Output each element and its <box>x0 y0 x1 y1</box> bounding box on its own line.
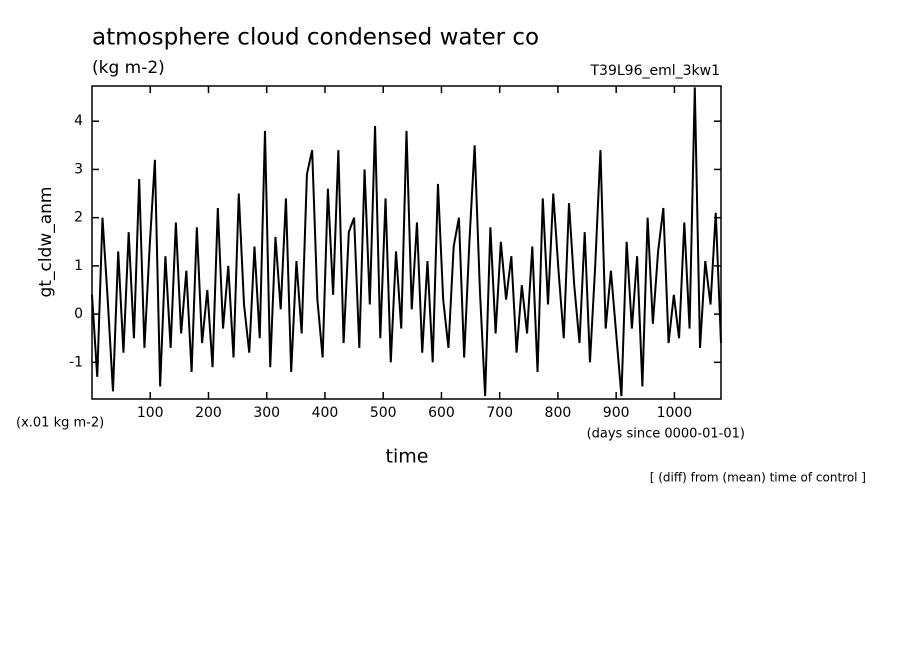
chart-subtitle: (kg m-2) <box>92 58 165 78</box>
x-tick-label: 1000 <box>657 405 693 421</box>
y-tick-label: 4 <box>74 113 83 129</box>
y-tick-label: 1 <box>74 258 83 274</box>
x-tick-label: 400 <box>312 405 339 421</box>
x-unit-label: (days since 0000-01-01) <box>587 427 745 442</box>
plot-frame <box>91 85 722 400</box>
x-tick-label: 100 <box>137 405 164 421</box>
x-tick-label: 300 <box>253 405 280 421</box>
chart-title: atmosphere cloud condensed water co <box>92 25 539 51</box>
data-line <box>91 87 722 397</box>
x-tick-label: 200 <box>195 405 222 421</box>
y-tick-label: -1 <box>69 354 83 370</box>
y-axis-label: gt_cldw_anm <box>36 187 56 298</box>
y-tick-label: 3 <box>74 161 83 177</box>
y-unit-label: (x.01 kg m-2) <box>16 416 104 431</box>
y-tick-label: 0 <box>74 306 83 322</box>
x-axis-label: time <box>386 446 429 468</box>
run-label: T39L96_eml_3kw1 <box>590 63 721 79</box>
x-tick-label: 800 <box>545 405 572 421</box>
note: [ (diff) from (mean) time of control ] <box>650 471 866 485</box>
x-tick-label: 900 <box>603 405 630 421</box>
x-tick-label: 700 <box>486 405 513 421</box>
x-tick-label: 500 <box>370 405 397 421</box>
x-tick-label: 600 <box>428 405 455 421</box>
y-tick-label: 2 <box>74 210 83 226</box>
